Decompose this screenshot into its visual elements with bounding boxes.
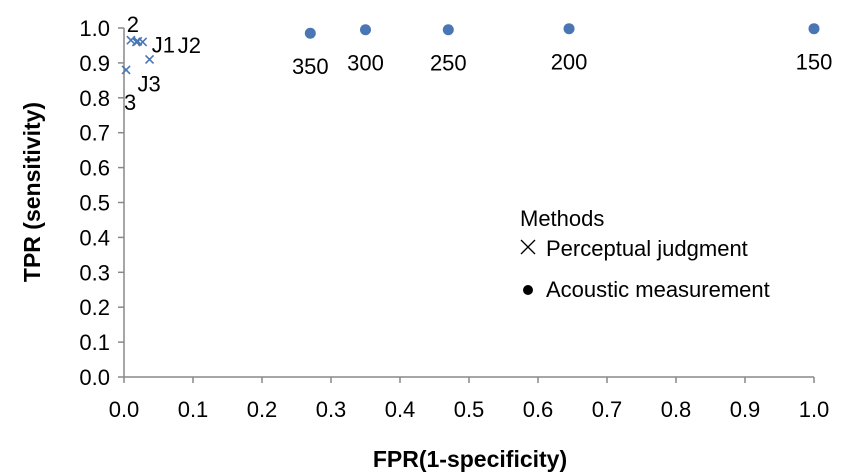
y-tick-label: 0.0 [79,365,110,390]
y-tick-label: 0.5 [79,191,110,216]
data-marks: 2 J1 J2 J33 350 300 250 200 150 [121,12,833,115]
x-tick-label: 0.0 [109,397,140,422]
x-tick-label: 0.4 [385,397,416,422]
point-label: 3 [124,90,136,115]
y-tick-label: 1.0 [79,16,110,41]
acoustic-point [808,23,820,35]
y-tick-label: 0.6 [79,156,110,181]
y-tick-label: 0.1 [79,330,110,355]
x-axis-title: FPR(1-specificity) [373,446,567,472]
y-tick-label: 0.7 [79,121,110,146]
legend: Methods Perceptual judgment Acoustic mea… [520,206,770,302]
point-label: 350 [292,54,329,79]
perceptual-point [138,37,148,47]
point-label: 200 [551,50,588,75]
legend-entry-acoustic: Acoustic measurement [546,277,770,302]
point-label: 300 [347,51,384,76]
legend-dot-icon [523,285,533,295]
x-tick-label: 0.8 [661,397,692,422]
y-tick-label: 0.8 [79,86,110,111]
x-tick-label: 0.1 [178,397,209,422]
y-tick-label: 0.9 [79,51,110,76]
x-tick-label: 0.2 [247,397,278,422]
point-label: J3 [138,71,161,96]
point-label: J2 [178,33,201,58]
x-tick-label: 0.7 [592,397,623,422]
x-tick-label: 0.5 [454,397,485,422]
point-label: J1 [152,32,175,57]
legend-title: Methods [520,206,604,231]
y-tick-label: 0.2 [79,295,110,320]
axes: 0.0 0.1 0.2 0.3 0.4 0.5 0.6 0.7 0.8 0.9 1.0 0.0 0.1… [79,16,829,422]
y-tick-label: 0.3 [79,260,110,285]
x-ticks: 0.0 0.1 0.2 0.3 0.4 0.5 0.6 0.7 0.8 0.9 1.0 [109,377,830,422]
y-ticks: 0.0 0.1 0.2 0.3 0.4 0.5 0.6 0.7 0.8 0.9 1.0 [79,16,124,390]
y-axis-title: TPR (sensitivity) [19,102,45,282]
acoustic-point [442,24,454,36]
point-label: 150 [796,50,833,75]
acoustic-point [563,23,575,35]
acoustic-point [304,27,316,39]
x-tick-label: 0.9 [730,397,761,422]
y-tick-label: 0.4 [79,225,110,250]
x-tick-label: 0.6 [523,397,554,422]
perceptual-point [144,54,155,64]
perceptual-point [121,65,131,75]
acoustic-point [360,24,371,36]
x-tick-label: 1.0 [799,397,830,422]
point-label: 250 [430,51,467,76]
x-tick-label: 0.3 [316,397,347,422]
legend-cross-icon [520,239,536,255]
legend-entry-perceptual: Perceptual judgment [546,236,748,261]
point-label: 2 [127,12,139,37]
